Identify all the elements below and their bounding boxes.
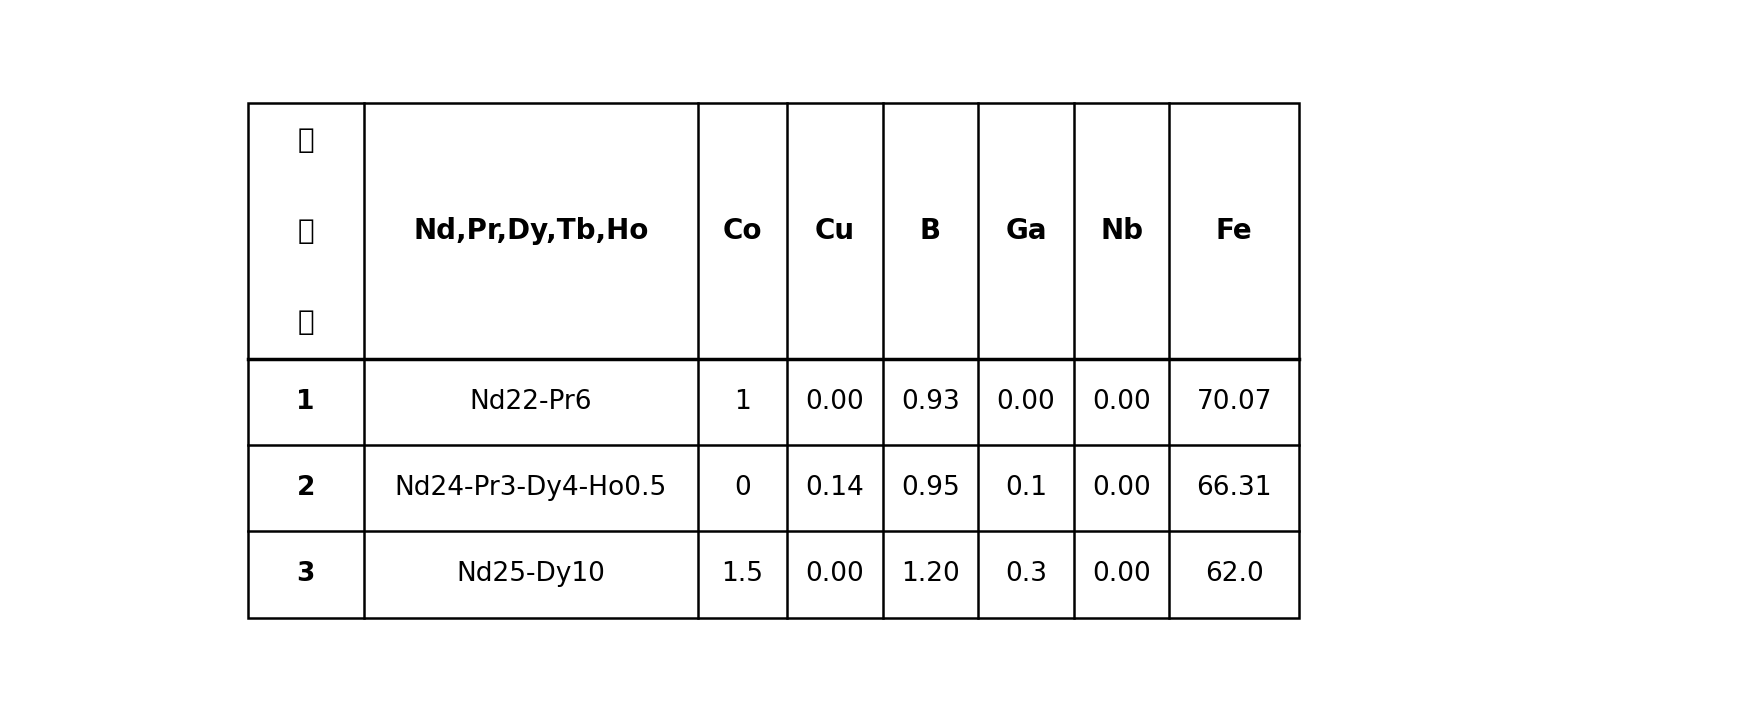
Text: 0.93: 0.93 [900,389,960,415]
Text: 62.0: 62.0 [1205,562,1263,588]
Text: 0.3: 0.3 [1004,562,1047,588]
Text: 0.00: 0.00 [997,389,1055,415]
Text: 3: 3 [296,562,315,588]
Text: 1.5: 1.5 [722,562,763,588]
Text: 70.07: 70.07 [1196,389,1272,415]
Text: 0.95: 0.95 [900,475,960,501]
Text: 0: 0 [735,475,751,501]
Text: 1: 1 [735,389,751,415]
Text: Fe: Fe [1216,217,1253,245]
Text: 0.00: 0.00 [1092,475,1151,501]
Bar [247,103,1299,617]
Text: 0.00: 0.00 [1092,562,1151,588]
Text: 0.14: 0.14 [805,475,863,501]
Text: 0.00: 0.00 [1092,389,1151,415]
Text: Nd22-Pr6: Nd22-Pr6 [470,389,592,415]
Text: 0.1: 0.1 [1004,475,1047,501]
Text: Nb: Nb [1099,217,1144,245]
Text: 1.20: 1.20 [900,562,960,588]
Text: 实

施

例: 实 施 例 [298,126,314,336]
Text: 2: 2 [296,475,315,501]
Text: Co: Co [722,217,763,245]
Text: Cu: Cu [814,217,855,245]
Text: 0.00: 0.00 [805,389,863,415]
Text: 0.00: 0.00 [805,562,863,588]
Text: Ga: Ga [1004,217,1047,245]
Text: 1: 1 [296,389,315,415]
Text: 66.31: 66.31 [1196,475,1272,501]
Text: Nd,Pr,Dy,Tb,Ho: Nd,Pr,Dy,Tb,Ho [414,217,648,245]
Text: B: B [920,217,941,245]
Text: Nd24-Pr3-Dy4-Ho0.5: Nd24-Pr3-Dy4-Ho0.5 [395,475,668,501]
Text: Nd25-Dy10: Nd25-Dy10 [456,562,606,588]
